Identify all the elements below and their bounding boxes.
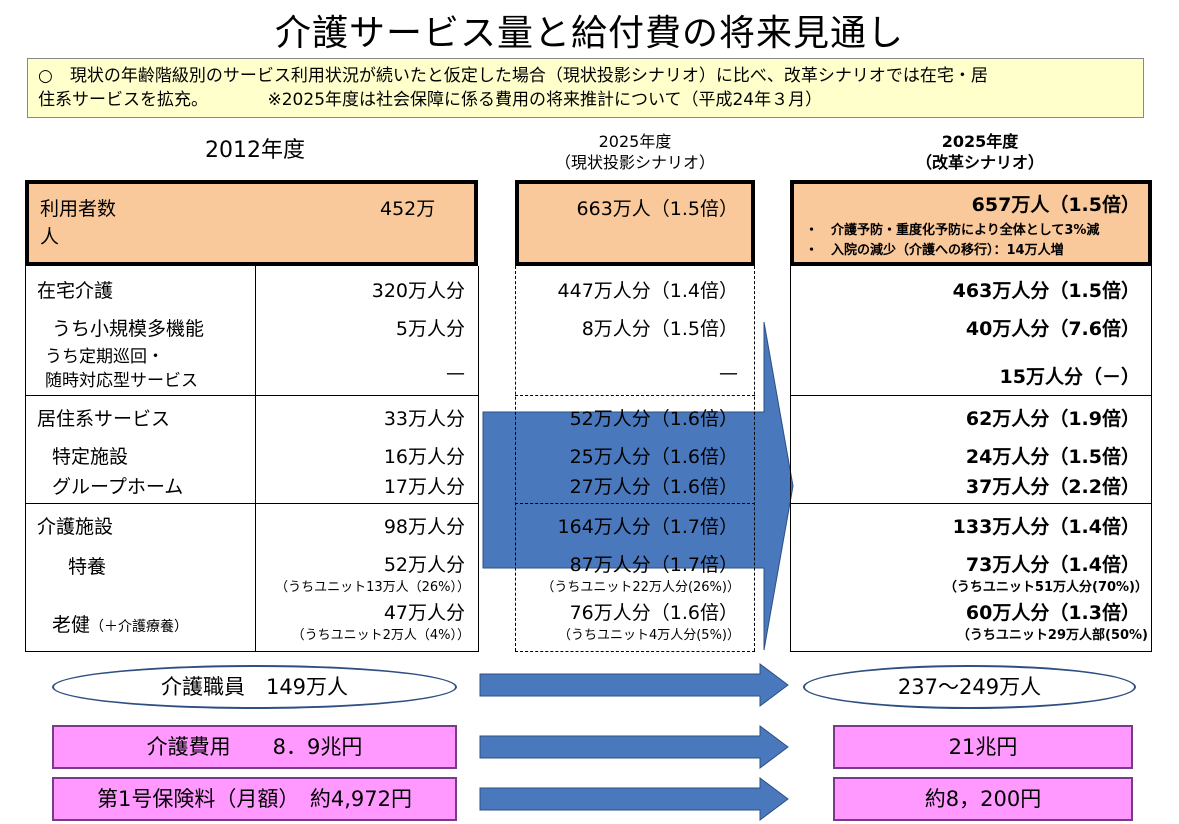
cost-2012-box: 介護費用 8．9兆円 bbox=[52, 725, 457, 769]
row-zaitaku-label: 在宅介護 bbox=[37, 280, 114, 302]
header-2012: 2012年度 bbox=[205, 138, 305, 163]
row-roken-2025a-sub: （うちユニット4万人分(5%)） bbox=[557, 628, 740, 643]
row-tokuyo-label: 特養 bbox=[68, 556, 107, 578]
header-2025-current-l2: （現状投影シナリオ） bbox=[554, 153, 715, 172]
users-box-2025-current bbox=[515, 180, 755, 266]
row-zaitaku-2025a: 447万人分（1.4倍） bbox=[557, 280, 738, 302]
cost-2025: 21兆円 bbox=[948, 735, 1018, 759]
row-tokutei-2012: 16万人分 bbox=[383, 446, 465, 468]
table-reform-right bbox=[1151, 266, 1152, 651]
row-roken-2025a: 76万人分（1.6倍） bbox=[569, 602, 738, 624]
cost-arrow bbox=[479, 725, 789, 769]
table-current-bottom bbox=[515, 651, 755, 652]
table-2012-divider-1 bbox=[25, 395, 479, 396]
staff-2012: 介護職員 149万人 bbox=[160, 675, 349, 699]
row-shokibo-2012: 5万人分 bbox=[395, 318, 465, 340]
note-box: ○ 現状の年齢階級別のサービス利用状況が続いたと仮定した場合（現状投影シナリオ）… bbox=[27, 58, 1144, 118]
cost-2025-box: 21兆円 bbox=[833, 725, 1133, 769]
row-shokibo-2025b: 40万人分（7.6倍） bbox=[965, 318, 1140, 340]
note-line-2: 住系サービスを拡充。 ※2025年度は社会保障に係る費用の将来推計について（平成… bbox=[38, 90, 823, 110]
row-tokutei-2025a: 25万人分（1.6倍） bbox=[569, 446, 738, 468]
cost-2012: 介護費用 8．9兆円 bbox=[146, 735, 363, 759]
row-tokutei-label: 特定施設 bbox=[52, 446, 129, 468]
row-teiki-label-l1: うち定期巡回・ bbox=[45, 347, 164, 367]
row-tokutei-2025b: 24万人分（1.5倍） bbox=[965, 446, 1140, 468]
table-2012-divider-2 bbox=[25, 503, 479, 504]
row-tokuyo-2012-sub: （うちユニット13万人（26%）） bbox=[275, 580, 470, 595]
staff-2025-ellipse: 237〜249万人 bbox=[803, 665, 1136, 709]
users-bullet-2: ・ 入院の減少（介護への移行）：14万人増 bbox=[805, 243, 1064, 258]
row-zaitaku-2012: 320万人分 bbox=[371, 280, 465, 302]
row-roken-2012-sub: （うちユニット2万人（4%）） bbox=[291, 628, 470, 643]
row-kyoju-2012: 33万人分 bbox=[383, 408, 465, 430]
row-tokuyo-2025a-sub: （うちユニット22万人分(26%)） bbox=[541, 580, 740, 595]
header-2025-reform-l2: （改革シナリオ） bbox=[915, 153, 1044, 172]
users-box-2012 bbox=[25, 180, 478, 266]
users-2025-current: 663万人（1.5倍） bbox=[576, 198, 738, 220]
table-reform-bottom bbox=[790, 651, 1152, 652]
table-current-divider-2 bbox=[515, 503, 755, 504]
table-reform-left bbox=[790, 266, 791, 651]
row-roken-2025b-sub: （うちユニット29万人部(50%) bbox=[956, 628, 1148, 643]
big-right-arrow bbox=[482, 321, 794, 651]
table-current-right bbox=[754, 266, 755, 651]
row-tokuyo-2025b: 73万人分（1.4倍） bbox=[965, 554, 1140, 576]
table-reform-divider-1 bbox=[790, 395, 1152, 396]
table-reform-divider-2 bbox=[790, 503, 1152, 504]
row-kyoju-2025b: 62万人分（1.9倍） bbox=[965, 408, 1140, 430]
row-roken-label-wrap: 老健（＋介護療養） bbox=[52, 610, 188, 637]
row-teiki-label-l2: 随時対応型サービス bbox=[45, 371, 198, 391]
premium-2012-box: 第1号保険料（月額） 約4,972円 bbox=[52, 777, 457, 821]
row-roken-label: 老健 bbox=[52, 614, 91, 636]
table-2012-right-border bbox=[478, 266, 479, 651]
header-2025-reform-l1: 2025年度 bbox=[941, 132, 1019, 151]
row-gh-2025b: 37万人分（2.2倍） bbox=[965, 476, 1140, 498]
staff-2025: 237〜249万人 bbox=[897, 675, 1042, 699]
row-zaitaku-2025b: 463万人分（1.5倍） bbox=[952, 280, 1140, 302]
table-2012-bottom bbox=[25, 651, 479, 652]
note-line-1: ○ 現状の年齢階級別のサービス利用状況が続いたと仮定した場合（現状投影シナリオ）… bbox=[38, 66, 988, 86]
premium-arrow bbox=[479, 777, 789, 821]
table-2012-left-border bbox=[25, 266, 26, 651]
row-teiki-2012: — bbox=[446, 362, 465, 384]
staff-arrow bbox=[479, 663, 789, 707]
row-shisetsu-2025b: 133万人分（1.4倍） bbox=[952, 516, 1140, 538]
page-title: 介護サービス量と給付費の将来見通し bbox=[274, 13, 904, 54]
table-2012-col-divider bbox=[255, 266, 256, 651]
row-kyoju-label: 居住系サービス bbox=[37, 408, 171, 430]
premium-2025-box: 約8，200円 bbox=[833, 777, 1133, 821]
premium-2012: 第1号保険料（月額） 約4,972円 bbox=[97, 787, 412, 811]
row-shisetsu-2025a: 164万人分（1.7倍） bbox=[557, 516, 738, 538]
row-roken-2025b: 60万人分（1.3倍） bbox=[965, 602, 1140, 624]
row-shokibo-label: うち小規模多機能 bbox=[52, 318, 205, 340]
row-teiki-2025b: 15万人分（－） bbox=[999, 366, 1140, 388]
table-current-left bbox=[515, 266, 516, 651]
row-teiki-2025a: — bbox=[719, 362, 738, 384]
row-tokuyo-2025b-sub: （うちユニット51万人分(70%)） bbox=[943, 580, 1148, 595]
row-tokuyo-2012: 52万人分 bbox=[383, 554, 465, 576]
users-label-l1: 利用者数 bbox=[40, 198, 117, 220]
row-gh-2025a: 27万人分（1.6倍） bbox=[569, 476, 738, 498]
table-current-divider-1 bbox=[515, 395, 755, 396]
header-2025-current-l1: 2025年度 bbox=[598, 132, 672, 151]
users-2012: 452万 bbox=[380, 198, 436, 220]
users-label-l2: 人 bbox=[40, 226, 60, 248]
users-bullet-1: ・ 介護予防・重度化予防により全体として3%減 bbox=[805, 223, 1100, 238]
staff-2012-ellipse: 介護職員 149万人 bbox=[52, 665, 457, 709]
row-gh-label: グループホーム bbox=[52, 476, 184, 498]
row-kyoju-2025a: 52万人分（1.6倍） bbox=[569, 408, 738, 430]
row-gh-2012: 17万人分 bbox=[383, 476, 465, 498]
users-box-2025-reform bbox=[790, 180, 1152, 266]
row-shisetsu-label: 介護施設 bbox=[37, 516, 114, 538]
premium-2025: 約8，200円 bbox=[924, 787, 1042, 811]
row-tokuyo-2025a: 87万人分（1.7倍） bbox=[569, 554, 738, 576]
row-shokibo-2025a: 8万人分（1.5倍） bbox=[581, 318, 738, 340]
row-shisetsu-2012: 98万人分 bbox=[383, 516, 465, 538]
users-2025-reform: 657万人（1.5倍） bbox=[971, 194, 1140, 216]
row-roken-label-sub: （＋介護療養） bbox=[90, 619, 189, 635]
row-roken-2012: 47万人分 bbox=[383, 602, 465, 624]
